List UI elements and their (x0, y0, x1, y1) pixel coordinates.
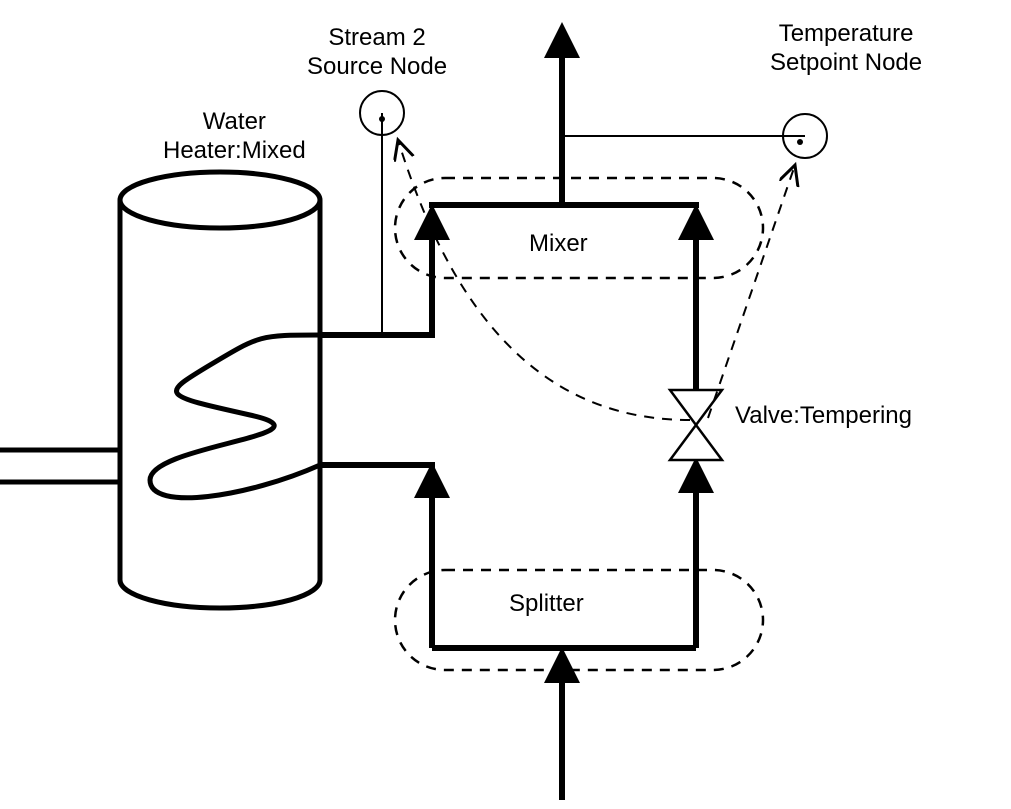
stream2-line2: Source Node (307, 53, 447, 80)
valve-label: Valve:Tempering (735, 402, 912, 431)
mixer-boundary (395, 178, 763, 278)
valve-to-setpoint-control (708, 165, 795, 418)
valve-to-stream2-control (398, 140, 690, 420)
stream2-label: Stream 2 Source Node (307, 24, 447, 82)
mixer-label: Mixer (529, 230, 588, 259)
splitter-boundary (395, 570, 763, 670)
stream2-sensor-icon (360, 91, 404, 335)
temp-setpoint-line1: Temperature (779, 20, 914, 47)
setpoint-sensor-icon (562, 114, 827, 158)
water-heater-tank (120, 172, 320, 608)
stream2-line1: Stream 2 (328, 24, 425, 51)
water-heater-line1: Water (203, 108, 266, 135)
splitter-label: Splitter (509, 590, 584, 619)
temp-setpoint-label: Temperature Setpoint Node (770, 20, 922, 78)
water-heater-line2: Heater:Mixed (163, 137, 306, 164)
water-heater-label: Water Heater:Mixed (163, 108, 306, 166)
tank-to-splitter-line (320, 465, 432, 648)
tank-to-mixer-line (320, 222, 432, 335)
temp-setpoint-line2: Setpoint Node (770, 49, 922, 76)
